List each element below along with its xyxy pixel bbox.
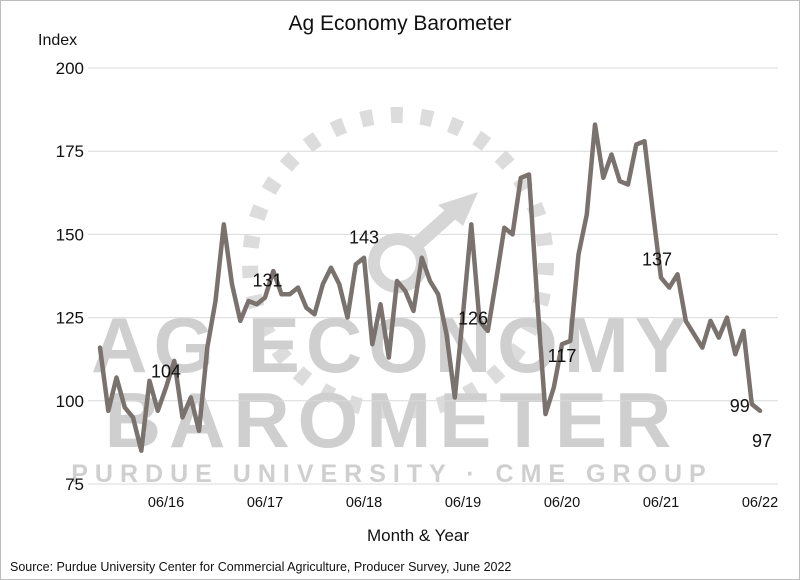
y-tick-label: 75 — [65, 475, 84, 494]
data-label: 117 — [548, 346, 577, 366]
data-label: 97 — [752, 431, 772, 451]
x-tick-label: 06/18 — [346, 495, 382, 511]
x-tick-label: 06/17 — [247, 495, 283, 511]
data-label: 131 — [252, 270, 282, 290]
y-tick-labels: 75 100 125 150 175 200 — [56, 59, 84, 494]
x-axis-label: Month & Year — [367, 526, 469, 545]
x-tick-label: 06/16 — [148, 495, 184, 511]
y-tick-label: 125 — [56, 309, 84, 328]
watermark-line2: BAROMETER — [105, 376, 680, 464]
x-tick-labels: 06/16 06/17 06/18 06/19 06/20 06/21 06/22 — [148, 495, 778, 511]
watermark-logo: AG ECONOMY BAROMETER PURDUE UNIVERSITY ·… — [71, 107, 712, 488]
series-line-path — [97, 122, 763, 453]
watermark-gauge-ring — [242, 107, 554, 419]
x-tick-label: 06/21 — [643, 495, 679, 511]
x-tick-label: 06/22 — [742, 495, 778, 511]
y-tick-label: 100 — [56, 392, 84, 411]
y-tick-label: 150 — [56, 225, 84, 244]
watermark-arrow-head — [438, 192, 478, 226]
y-axis-label: Index — [38, 32, 77, 49]
data-label: 143 — [349, 228, 379, 248]
chart-title: Ag Economy Barometer — [289, 12, 512, 35]
y-tick-label: 200 — [56, 59, 84, 78]
watermark-line3: PURDUE UNIVERSITY · CME GROUP — [71, 460, 712, 488]
y-tick-label: 175 — [56, 142, 84, 161]
data-label: 99 — [730, 396, 750, 416]
x-tick-label: 06/20 — [544, 495, 580, 511]
data-label: 104 — [151, 361, 181, 381]
x-tick-label: 06/19 — [445, 495, 481, 511]
data-label: 137 — [642, 250, 672, 270]
series-line — [97, 122, 763, 453]
data-label: 126 — [458, 308, 488, 328]
source-note: Source: Purdue University Center for Com… — [10, 560, 511, 574]
